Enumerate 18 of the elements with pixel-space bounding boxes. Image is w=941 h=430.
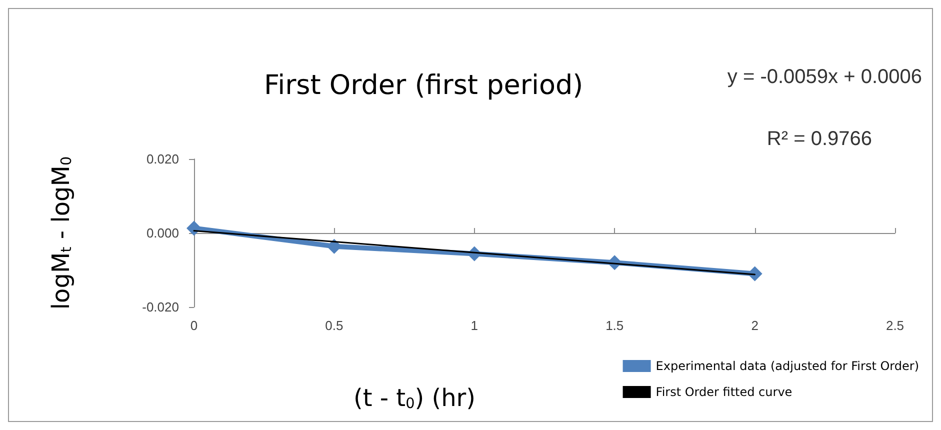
legend-label: Experimental data (adjusted for First Order): [656, 359, 920, 373]
y-axis-title: logMt - logM0: [47, 156, 75, 310]
x-tick-label: 1: [470, 318, 478, 333]
x-tick-label: 0: [190, 318, 198, 333]
text: R² = 0.9766: [766, 128, 872, 150]
point: [186, 220, 202, 236]
chart-title: First Order (first period): [264, 70, 584, 101]
x-tick-label: 2.5: [886, 318, 904, 333]
legend-label: First Order fitted curve: [656, 385, 792, 399]
y-tick-label: 0.020: [146, 152, 179, 166]
x-tick-label: 2: [751, 318, 758, 333]
point: [326, 238, 342, 254]
x-axis-title: (t - t0) (hr): [353, 384, 476, 412]
y-tick-label: -0.020: [142, 300, 179, 314]
y-tick-label: 0.000: [146, 226, 179, 240]
text: y = -0.0059x + 0.0006: [727, 66, 922, 88]
x-tick-label: 0.5: [325, 318, 344, 333]
x-tick-label: 1.5: [606, 318, 624, 333]
